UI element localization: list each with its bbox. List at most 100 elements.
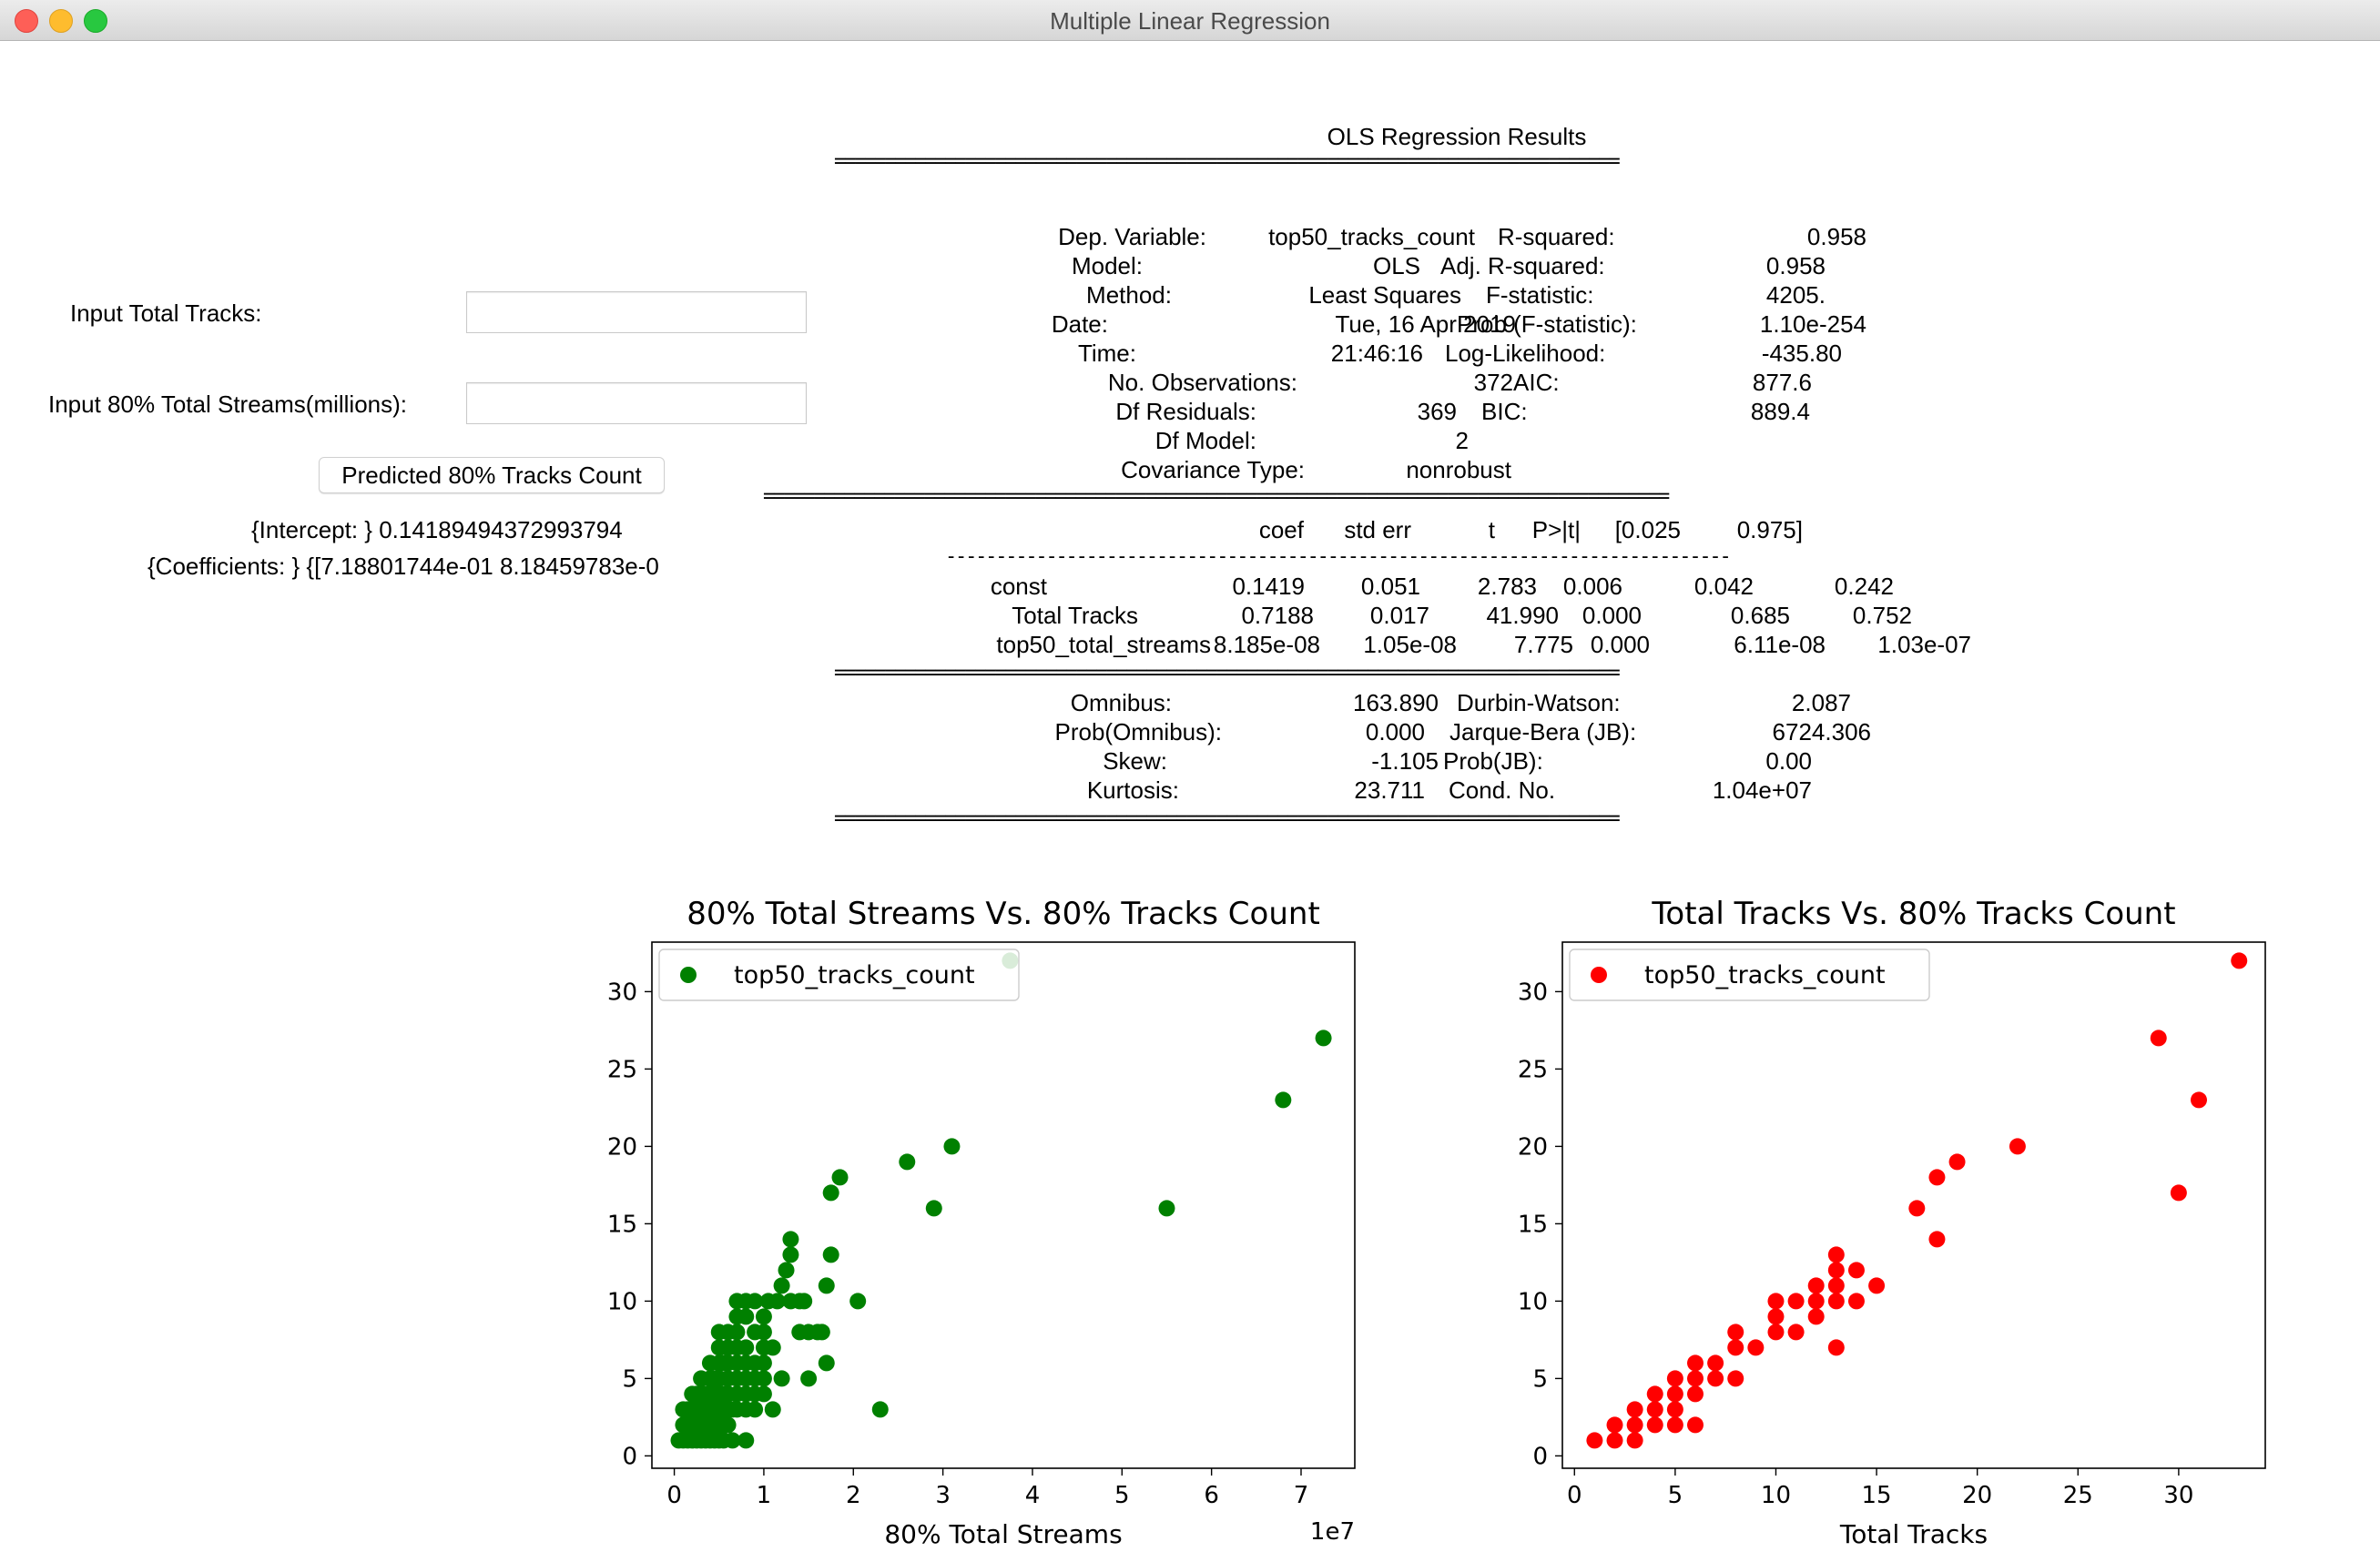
y-tick-label: 10 bbox=[1518, 1288, 1548, 1315]
x-tick-label: 25 bbox=[2063, 1482, 2093, 1509]
data-point bbox=[899, 1153, 916, 1171]
data-point bbox=[768, 1293, 786, 1310]
diag-value: 23.711 bbox=[1354, 776, 1425, 804]
predict-button[interactable]: Predicted 80% Tracks Count bbox=[319, 457, 665, 493]
ols-separator: ========================================… bbox=[834, 662, 1621, 685]
data-point bbox=[1666, 1416, 1683, 1434]
ols-separator: ========================================… bbox=[834, 807, 1621, 830]
data-point bbox=[1948, 1153, 1966, 1171]
data-point bbox=[737, 1339, 755, 1356]
diag-label: Prob(JB): bbox=[1443, 747, 1543, 775]
data-point bbox=[1646, 1385, 1663, 1403]
data-point bbox=[1586, 1432, 1603, 1449]
summary-value: nonrobust bbox=[1406, 456, 1511, 483]
data-point bbox=[782, 1246, 799, 1263]
diag-label: Kurtosis: bbox=[1086, 776, 1179, 804]
summary-label: R-squared: bbox=[1498, 223, 1615, 250]
y-tick-label: 15 bbox=[1518, 1211, 1548, 1238]
summary-value: 0.958 bbox=[1806, 223, 1866, 250]
data-point bbox=[1787, 1293, 1805, 1310]
intercept-result: {Intercept: } 0.14189494372993794 bbox=[251, 516, 623, 543]
ols-separator-wide: ========================================… bbox=[763, 485, 1670, 508]
data-point bbox=[1868, 1277, 1886, 1294]
data-point bbox=[1827, 1246, 1845, 1263]
coef-value: 0.1419 bbox=[1232, 573, 1305, 600]
data-point bbox=[1666, 1385, 1683, 1403]
summary-label: Adj. R-squared: bbox=[1440, 252, 1605, 279]
data-point bbox=[1807, 1308, 1825, 1325]
data-point bbox=[773, 1277, 790, 1294]
data-point bbox=[822, 1246, 839, 1263]
data-point bbox=[2170, 1184, 2187, 1202]
x-axis-label: 80% Total Streams bbox=[884, 1519, 1122, 1549]
summary-value: 889.4 bbox=[1750, 398, 1810, 425]
x-tick-label: 2 bbox=[846, 1482, 861, 1509]
summary-value: -435.80 bbox=[1761, 340, 1842, 367]
x-tick-label: 0 bbox=[666, 1482, 682, 1509]
y-tick-label: 25 bbox=[607, 1056, 637, 1083]
coef-value: 0.000 bbox=[1582, 602, 1642, 629]
y-tick-label: 25 bbox=[1518, 1056, 1548, 1083]
data-point bbox=[1686, 1385, 1704, 1403]
data-point bbox=[871, 1401, 889, 1418]
data-point bbox=[737, 1308, 755, 1325]
data-point bbox=[1767, 1308, 1785, 1325]
summary-label: Covariance Type: bbox=[1121, 456, 1305, 483]
diag-value: 0.000 bbox=[1365, 718, 1425, 746]
data-point bbox=[1727, 1370, 1744, 1387]
x-axis-label: Total Tracks bbox=[1839, 1519, 1988, 1549]
window-titlebar: Multiple Linear Regression bbox=[0, 0, 2380, 41]
chart-title: Total Tracks Vs. 80% Tracks Count bbox=[1651, 896, 2175, 932]
data-point bbox=[1827, 1262, 1845, 1279]
diag-label: Skew: bbox=[1103, 747, 1167, 775]
diag-label: Cond. No. bbox=[1449, 776, 1556, 804]
coef-row-label: const bbox=[990, 573, 1047, 600]
legend-label: top50_tracks_count bbox=[1644, 961, 1886, 989]
coef-value: 7.775 bbox=[1513, 631, 1573, 658]
data-point bbox=[1686, 1354, 1704, 1372]
summary-value: Least Squares bbox=[1308, 281, 1461, 309]
coef-value: 0.7188 bbox=[1241, 602, 1314, 629]
summary-value: top50_tracks_count bbox=[1268, 223, 1475, 250]
coefficients-result: {Coefficients: } {[7.18801744e-01 8.1845… bbox=[147, 553, 659, 580]
data-point bbox=[1646, 1401, 1663, 1418]
summary-label: Model: bbox=[1071, 252, 1143, 279]
y-tick-label: 15 bbox=[607, 1211, 637, 1238]
coef-value: 6.11e-08 bbox=[1734, 631, 1826, 658]
data-point bbox=[1767, 1324, 1785, 1341]
diag-value: 0.00 bbox=[1765, 747, 1812, 775]
data-point bbox=[755, 1370, 772, 1387]
summary-label: Prob (F-statistic): bbox=[1457, 310, 1637, 338]
summary-label: Log-Likelihood: bbox=[1445, 340, 1606, 367]
summary-label: No. Observations: bbox=[1107, 369, 1297, 396]
total-tracks-input[interactable] bbox=[466, 291, 807, 333]
data-point bbox=[755, 1354, 772, 1372]
data-point bbox=[1686, 1416, 1704, 1434]
minimize-window-button[interactable] bbox=[49, 9, 73, 33]
streams-input[interactable] bbox=[466, 382, 807, 424]
coef-header: 0.975] bbox=[1736, 516, 1803, 543]
summary-value: 1.10e-254 bbox=[1759, 310, 1866, 338]
streams-label: Input 80% Total Streams(millions): bbox=[48, 391, 408, 418]
coef-value: 0.006 bbox=[1562, 573, 1622, 600]
data-point bbox=[2009, 1138, 2026, 1155]
summary-value: 877.6 bbox=[1752, 369, 1812, 396]
summary-label: AIC: bbox=[1513, 369, 1560, 396]
maximize-window-button[interactable] bbox=[84, 9, 107, 33]
data-point bbox=[1928, 1169, 1946, 1186]
data-point bbox=[1666, 1370, 1683, 1387]
data-point bbox=[1707, 1354, 1724, 1372]
data-point bbox=[737, 1432, 755, 1449]
close-window-button[interactable] bbox=[15, 9, 38, 33]
data-point bbox=[1275, 1091, 1292, 1109]
data-point bbox=[1807, 1277, 1825, 1294]
data-point bbox=[800, 1370, 818, 1387]
summary-value: 4205. bbox=[1765, 281, 1826, 309]
coef-value: 0.042 bbox=[1693, 573, 1754, 600]
total-tracks-vs-tracks-chart: Total Tracks Vs. 80% Tracks Count 0 5 10 15 2… bbox=[1518, 896, 2266, 1549]
x-tick-label: 1 bbox=[757, 1482, 772, 1509]
y-tick-label: 10 bbox=[607, 1288, 637, 1315]
x-tick-label: 10 bbox=[1761, 1482, 1791, 1509]
summary-label: Date: bbox=[1051, 310, 1108, 338]
data-point bbox=[1646, 1416, 1663, 1434]
